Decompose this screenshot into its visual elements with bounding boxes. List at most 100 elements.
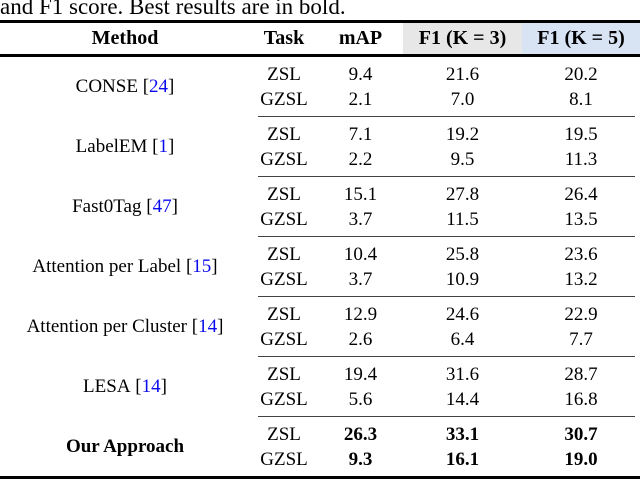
f1k3-value: 27.8	[445, 183, 480, 205]
table-group-conse: CONSE [24] ZSL 9.4 21.6 20.2 GZSL 2.1 7.…	[0, 57, 640, 116]
citation-link[interactable]: 15	[192, 255, 212, 277]
table-group-labelem: LabelEM [1] ZSL 7.1 19.2 19.5 GZSL 2.2 9…	[0, 117, 640, 176]
f1k5-value: 13.2	[564, 268, 598, 290]
method-name: Attention per Cluster	[26, 315, 187, 337]
method-name: CONSE	[75, 75, 138, 97]
map-value: 15.1	[343, 183, 378, 205]
map-value: 19.4	[343, 363, 378, 385]
col-header-task: Task	[263, 27, 305, 49]
method-name: LESA	[83, 375, 131, 397]
method-cell: LESA [14]	[0, 362, 250, 412]
citation-link[interactable]: 14	[198, 315, 218, 337]
f1k3-value: 31.6	[445, 363, 480, 385]
f1k5-value: 13.5	[564, 208, 598, 230]
task-label: GZSL	[260, 268, 308, 290]
citation-bracket-close: ]	[168, 135, 175, 157]
group-divider-rule	[258, 416, 635, 417]
map-value: 3.7	[348, 208, 373, 230]
f1k5-value: 11.3	[564, 148, 598, 170]
col-header-map: mAP	[338, 27, 383, 49]
f1k3-value: 21.6	[445, 63, 480, 85]
table-group-fast0tag: Fast0Tag [47] ZSL 15.1 27.8 26.4 GZSL 3.…	[0, 177, 640, 236]
task-label: ZSL	[267, 363, 301, 385]
map-value: 2.6	[348, 328, 373, 350]
group-divider-rule	[258, 176, 635, 177]
f1k3-value: 14.4	[445, 388, 480, 410]
table-group-lesa: LESA [14] ZSL 19.4 31.6 28.7 GZSL 5.6 14…	[0, 357, 640, 416]
task-label: GZSL	[260, 328, 308, 350]
f1k5-value: 19.5	[564, 123, 598, 145]
col-header-method: Method	[91, 27, 159, 49]
citation-bracket-open: [	[181, 255, 193, 277]
f1k5-value: 22.9	[564, 303, 598, 325]
citation-link[interactable]: 1	[158, 135, 169, 157]
f1k5-value: 16.8	[564, 388, 598, 410]
method-cell: CONSE [24]	[0, 62, 250, 112]
citation-bracket-open: [	[141, 195, 153, 217]
f1k5-value: 23.6	[564, 243, 598, 265]
map-value: 26.3	[343, 423, 378, 445]
f1k3-value: 16.1	[445, 448, 480, 470]
f1k3-value: 7.0	[450, 88, 475, 110]
f1k5-value: 8.1	[569, 88, 593, 110]
f1k5-value: 20.2	[564, 63, 598, 85]
method-name: LabelEM	[75, 135, 148, 157]
map-value: 10.4	[343, 243, 378, 265]
task-label: ZSL	[267, 123, 301, 145]
task-label: GZSL	[260, 448, 308, 470]
citation-bracket-close: ]	[168, 75, 175, 97]
f1k5-value: 26.4	[564, 183, 598, 205]
table-group-our-approach: Our Approach ZSL 26.3 33.1 30.7 GZSL 9.3…	[0, 417, 640, 476]
method-cell: Fast0Tag [47]	[0, 182, 250, 232]
citation-bracket-close: ]	[211, 255, 218, 277]
f1k3-value: 9.5	[450, 148, 475, 170]
method-name: Attention per Label	[32, 255, 182, 277]
f1k3-value: 6.4	[450, 328, 475, 350]
task-label: GZSL	[260, 148, 308, 170]
citation-bracket-open: [	[130, 375, 142, 397]
citation-bracket-close: ]	[217, 315, 224, 337]
map-value: 9.3	[348, 448, 373, 470]
f1k5-value: 19.0	[564, 448, 598, 470]
group-divider-rule	[258, 116, 635, 117]
method-cell: Attention per Label [15]	[0, 242, 250, 292]
method-name: Our Approach	[65, 435, 185, 457]
citation-bracket-open: [	[137, 75, 150, 97]
citation-bracket-close: ]	[160, 375, 167, 397]
f1k5-value: 30.7	[564, 423, 598, 445]
citation-bracket-open: [	[147, 135, 159, 157]
f1k3-value: 25.8	[445, 243, 480, 265]
task-label: GZSL	[260, 388, 308, 410]
map-value: 2.2	[348, 148, 373, 170]
task-label: GZSL	[260, 208, 308, 230]
task-label: ZSL	[267, 243, 301, 265]
f1k3-value: 24.6	[445, 303, 480, 325]
col-header-f1k3: F1 (K = 3)	[403, 23, 522, 54]
col-header-f1k5: F1 (K = 5)	[522, 23, 640, 54]
group-divider-rule	[258, 296, 635, 297]
f1k3-value: 33.1	[445, 423, 480, 445]
map-value: 12.9	[343, 303, 378, 325]
map-value: 7.1	[348, 123, 373, 145]
method-cell: Our Approach	[0, 422, 250, 472]
f1k3-value: 11.5	[446, 208, 479, 230]
map-value: 2.1	[348, 88, 373, 110]
group-divider-rule	[258, 356, 635, 357]
method-cell: LabelEM [1]	[0, 122, 250, 172]
citation-link[interactable]: 14	[141, 375, 161, 397]
citation-bracket-close: ]	[171, 195, 178, 217]
group-divider-rule	[258, 236, 635, 237]
citation-link[interactable]: 47	[152, 195, 172, 217]
table-group-attention-per-cluster: Attention per Cluster [14] ZSL 12.9 24.6…	[0, 297, 640, 356]
task-label: ZSL	[267, 63, 301, 85]
caption-text: and F1 score. Best results are in bold.	[0, 0, 346, 19]
table-header-rule	[0, 54, 640, 57]
f1k3-value: 10.9	[445, 268, 480, 290]
table-caption: and F1 score. Best results are in bold.	[0, 0, 640, 20]
task-label: ZSL	[267, 423, 301, 445]
map-value: 3.7	[348, 268, 373, 290]
table-bottom-rule	[0, 476, 640, 479]
citation-link[interactable]: 24	[149, 75, 169, 97]
table-header-row: Method Task mAP F1 (K = 3) F1 (K = 5)	[0, 23, 640, 54]
